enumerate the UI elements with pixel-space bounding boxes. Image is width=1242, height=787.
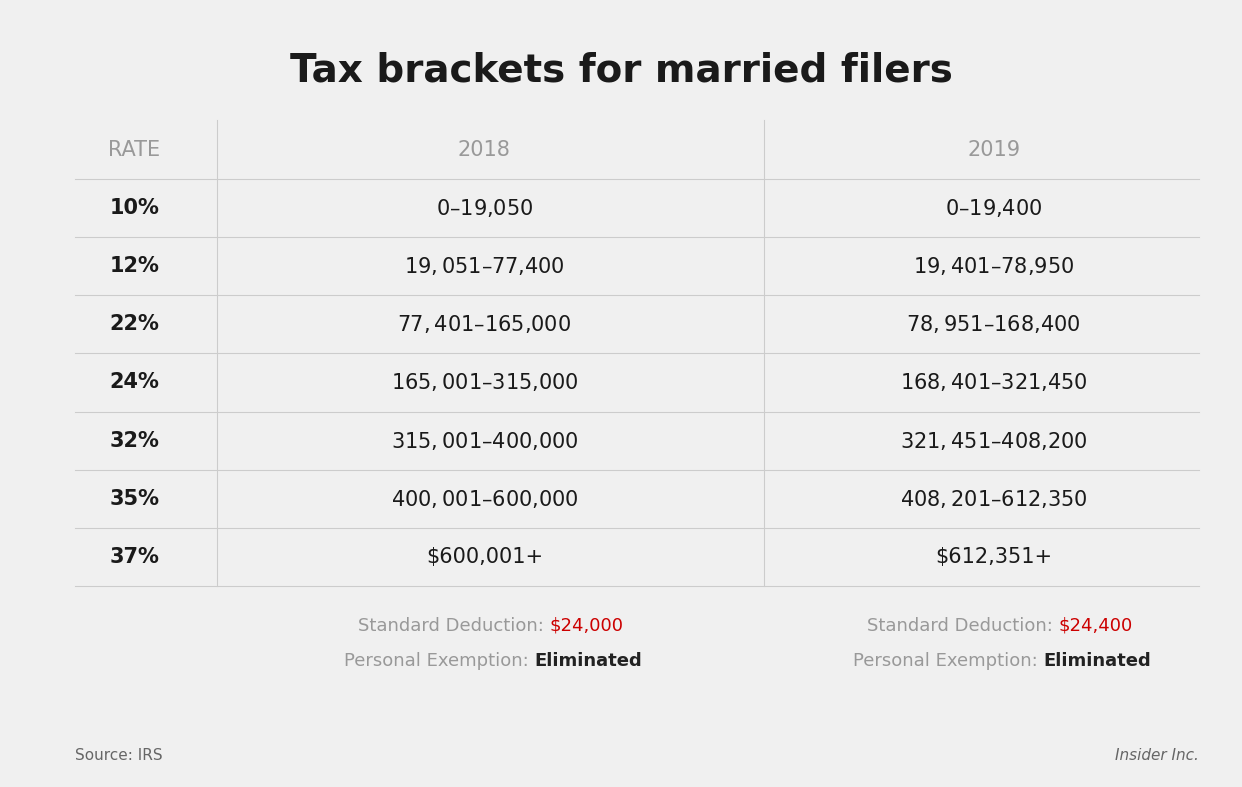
Text: $77,401 – $165,000: $77,401 – $165,000 xyxy=(397,313,571,335)
Text: Eliminated: Eliminated xyxy=(534,652,642,670)
Text: Personal Exemption:: Personal Exemption: xyxy=(853,652,1043,670)
Text: $0 – $19,400: $0 – $19,400 xyxy=(945,197,1042,219)
Text: $19,401 – $78,950: $19,401 – $78,950 xyxy=(913,255,1074,277)
Text: $612,351+: $612,351+ xyxy=(935,547,1052,567)
Text: 12%: 12% xyxy=(109,256,159,276)
Text: Insider Inc.: Insider Inc. xyxy=(1114,748,1199,763)
Text: 32%: 32% xyxy=(109,430,159,451)
Text: $408,201 – $612,350: $408,201 – $612,350 xyxy=(899,488,1088,510)
Text: 22%: 22% xyxy=(109,314,159,334)
Text: 10%: 10% xyxy=(109,198,159,218)
Text: $315,001 – $400,000: $315,001 – $400,000 xyxy=(390,430,579,452)
Text: $0 – $19,050: $0 – $19,050 xyxy=(436,197,533,219)
Text: Tax brackets for married filers: Tax brackets for married filers xyxy=(289,51,953,89)
Text: Standard Deduction:: Standard Deduction: xyxy=(867,617,1058,634)
Text: Eliminated: Eliminated xyxy=(1043,652,1151,670)
Text: $321,451 – $408,200: $321,451 – $408,200 xyxy=(899,430,1088,452)
Text: 37%: 37% xyxy=(109,547,159,567)
Text: $24,000: $24,000 xyxy=(549,617,623,634)
Text: Source: IRS: Source: IRS xyxy=(75,748,163,763)
Text: $168,401 – $321,450: $168,401 – $321,450 xyxy=(899,371,1088,394)
Text: 2019: 2019 xyxy=(968,139,1020,160)
Text: $78,951 – $168,400: $78,951 – $168,400 xyxy=(907,313,1081,335)
Text: Personal Exemption:: Personal Exemption: xyxy=(344,652,534,670)
Text: $400,001–$600,000: $400,001–$600,000 xyxy=(390,488,579,510)
Text: 35%: 35% xyxy=(109,489,159,509)
Text: $24,400: $24,400 xyxy=(1058,617,1133,634)
Text: Standard Deduction:: Standard Deduction: xyxy=(358,617,549,634)
Text: $600,001+: $600,001+ xyxy=(426,547,543,567)
Text: 24%: 24% xyxy=(109,372,159,393)
Text: $165,001 – $315,000: $165,001 – $315,000 xyxy=(390,371,579,394)
Text: $19,051 – $77,400: $19,051 – $77,400 xyxy=(404,255,565,277)
Text: RATE: RATE xyxy=(108,139,160,160)
Text: 2018: 2018 xyxy=(458,139,510,160)
